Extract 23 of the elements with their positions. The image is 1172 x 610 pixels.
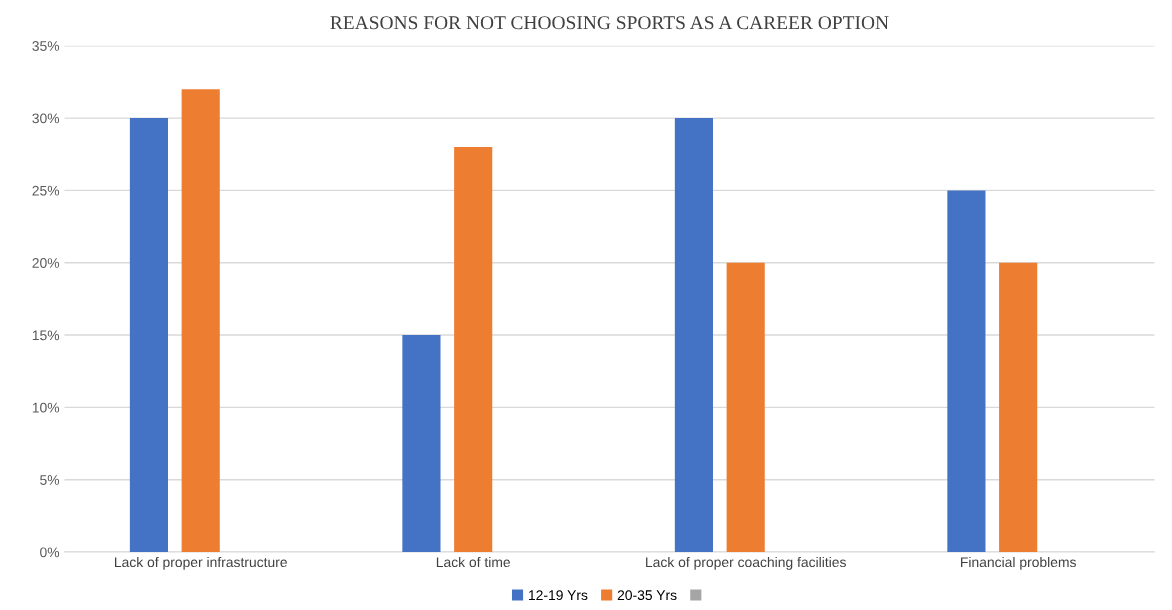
- bar: [674, 118, 713, 553]
- y-tick-label: 30%: [32, 113, 60, 124]
- chart-title: REASONS FOR NOT CHOOSING SPORTS AS A CAREER OPTION: [330, 16, 889, 30]
- x-tick-label: Financial problems: [961, 556, 1076, 570]
- bar: [726, 262, 765, 553]
- y-tick-label: 0%: [40, 547, 60, 558]
- bar: [947, 190, 986, 553]
- legend-label: 20-35 Yrs: [617, 590, 677, 601]
- y-tick-label: 20%: [32, 258, 60, 268]
- bar: [999, 262, 1038, 553]
- x-tick-label: Lack of proper infrastructure: [115, 556, 287, 570]
- y-tick-label: 15%: [32, 330, 60, 341]
- bar: [402, 335, 441, 553]
- y-tick-label: 25%: [32, 185, 60, 196]
- y-tick-label: 5%: [40, 475, 60, 485]
- x-tick-label: Lack of time: [436, 556, 511, 568]
- y-tick-label: 35%: [32, 41, 60, 51]
- x-tick-label: Lack of proper coaching facilities: [646, 556, 846, 570]
- bar: [181, 89, 220, 553]
- bar: [454, 147, 493, 553]
- legend-label: 12-19 Yrs: [529, 590, 588, 601]
- y-tick-label: 10%: [32, 402, 60, 413]
- bar: [129, 118, 169, 553]
